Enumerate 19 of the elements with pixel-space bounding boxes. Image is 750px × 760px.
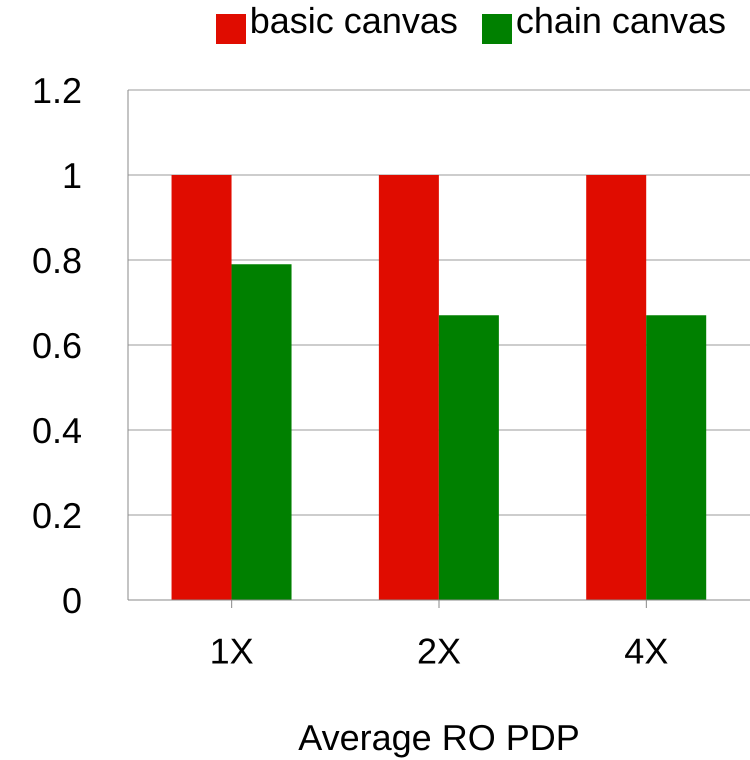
bar [438, 315, 499, 600]
y-tick-label: 0.2 [32, 494, 82, 536]
x-tick-label: 4X [624, 630, 668, 672]
y-tick-label: 0 [62, 580, 82, 621]
legend-label: basic canvas [250, 0, 458, 41]
bar [232, 264, 292, 600]
y-tick-label: 0.6 [32, 324, 82, 366]
bar [646, 315, 706, 600]
y-tick-label: 0.8 [32, 240, 82, 281]
x-tick-label: 1X [210, 630, 254, 672]
bar [378, 175, 439, 600]
bar [586, 175, 646, 600]
y-tick-label: 1.2 [32, 70, 82, 111]
x-axis-title: Average RO PDP [298, 717, 580, 758]
y-tick-label: 1 [62, 154, 82, 196]
bar [172, 175, 232, 600]
x-tick-label: 2X [416, 630, 462, 672]
legend-label: chain canvas [516, 0, 726, 41]
y-tick-label: 0.4 [32, 410, 82, 451]
